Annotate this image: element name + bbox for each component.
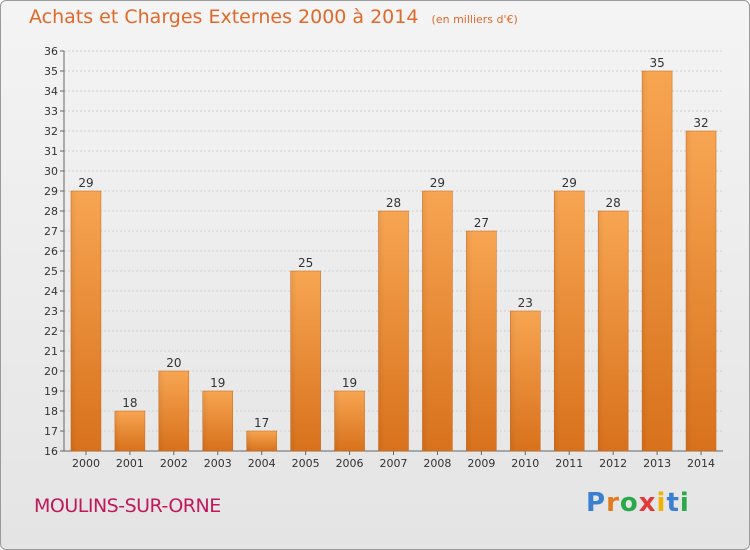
x-tick-label: 2014 xyxy=(687,457,715,470)
value-label-2010: 23 xyxy=(518,296,533,310)
bar-shade xyxy=(642,71,649,451)
y-tick-label: 35 xyxy=(44,65,58,78)
x-tick-label: 2007 xyxy=(380,457,408,470)
chart-title-block: Achats et Charges Externes 2000 à 2014 (… xyxy=(29,6,518,28)
y-tick-label: 31 xyxy=(44,145,58,158)
y-tick-label: 18 xyxy=(44,405,58,418)
x-tick-label: 2005 xyxy=(292,457,320,470)
bar-shade xyxy=(290,271,297,451)
bar-shade xyxy=(466,231,473,451)
proxiti-logo[interactable]: Proxiti xyxy=(586,488,690,518)
logo-letter: i xyxy=(679,488,690,518)
x-tick-label: 2010 xyxy=(511,457,539,470)
bar-shade xyxy=(554,191,561,451)
y-tick-label: 27 xyxy=(44,225,58,238)
y-tick-label: 23 xyxy=(44,305,58,318)
logo-letter: x xyxy=(638,488,657,518)
y-tick-label: 30 xyxy=(44,165,58,178)
bar-shade xyxy=(510,311,517,451)
y-tick-label: 29 xyxy=(44,185,58,198)
y-tick-label: 34 xyxy=(44,85,58,98)
bar-shade xyxy=(686,131,693,451)
logo-letter: o xyxy=(619,488,639,518)
town-name: MOULINS-SUR-ORNE xyxy=(34,495,221,517)
bar-shade xyxy=(246,431,253,451)
value-label-2005: 25 xyxy=(298,256,313,270)
y-tick-label: 17 xyxy=(44,425,58,438)
y-tick-label: 25 xyxy=(44,265,58,278)
y-tick-label: 33 xyxy=(44,105,58,118)
y-tick-label: 28 xyxy=(44,205,58,218)
x-tick-label: 2001 xyxy=(116,457,144,470)
bar-shade xyxy=(422,191,429,451)
logo-letter: P xyxy=(586,488,607,518)
logo-letter: r xyxy=(606,488,620,518)
value-label-2006: 19 xyxy=(342,376,357,390)
y-tick-label: 19 xyxy=(44,385,58,398)
bar-shade xyxy=(158,371,165,451)
chart-unit-subtitle: (en milliers d'€) xyxy=(431,13,518,26)
y-tick-label: 26 xyxy=(44,245,58,258)
bar-shade xyxy=(598,211,605,451)
x-tick-label: 2012 xyxy=(599,457,627,470)
value-label-2013: 35 xyxy=(649,56,664,70)
value-label-2012: 28 xyxy=(606,196,621,210)
value-label-2003: 19 xyxy=(210,376,225,390)
bar-shade xyxy=(202,391,209,451)
y-tick-label: 36 xyxy=(44,45,58,58)
x-tick-label: 2004 xyxy=(248,457,276,470)
y-tick-label: 20 xyxy=(44,365,58,378)
value-label-2000: 29 xyxy=(78,176,93,190)
x-tick-label: 2011 xyxy=(555,457,583,470)
y-tick-label: 21 xyxy=(44,345,58,358)
x-tick-label: 2013 xyxy=(643,457,671,470)
x-tick-label: 2000 xyxy=(72,457,100,470)
bar-shade xyxy=(70,191,77,451)
x-tick-label: 2002 xyxy=(160,457,188,470)
y-tick-label: 16 xyxy=(44,445,58,458)
bar-shade xyxy=(114,411,121,451)
y-tick-label: 24 xyxy=(44,285,58,298)
x-tick-label: 2006 xyxy=(336,457,364,470)
axes: 16 17 18 19 20 21 22 23 24 25 26 27 28 29 30 31 32 33 34 35… xyxy=(44,45,723,470)
chart-title: Achats et Charges Externes 2000 à 2014 xyxy=(29,6,419,28)
y-tick-label: 22 xyxy=(44,325,58,338)
logo-letter: i xyxy=(656,488,667,518)
logo-letter: t xyxy=(666,488,680,518)
value-label-2009: 27 xyxy=(474,216,489,230)
y-tick-label: 32 xyxy=(44,125,58,138)
value-label-2011: 29 xyxy=(562,176,577,190)
bars xyxy=(70,70,717,452)
value-label-2002: 20 xyxy=(166,356,181,370)
value-label-2007: 28 xyxy=(386,196,401,210)
x-tick-label: 2003 xyxy=(204,457,232,470)
x-tick-label: 2008 xyxy=(423,457,451,470)
bar-shade xyxy=(378,211,385,451)
value-label-2001: 18 xyxy=(122,396,137,410)
value-label-2008: 29 xyxy=(430,176,445,190)
bar-shade xyxy=(334,391,341,451)
value-label-2014: 32 xyxy=(693,116,708,130)
value-label-2004: 17 xyxy=(254,416,269,430)
value-labels: 29 18 20 19 17 25 19 28 29 27 23 29 28 35 32 xyxy=(78,56,708,430)
x-tick-label: 2009 xyxy=(467,457,495,470)
